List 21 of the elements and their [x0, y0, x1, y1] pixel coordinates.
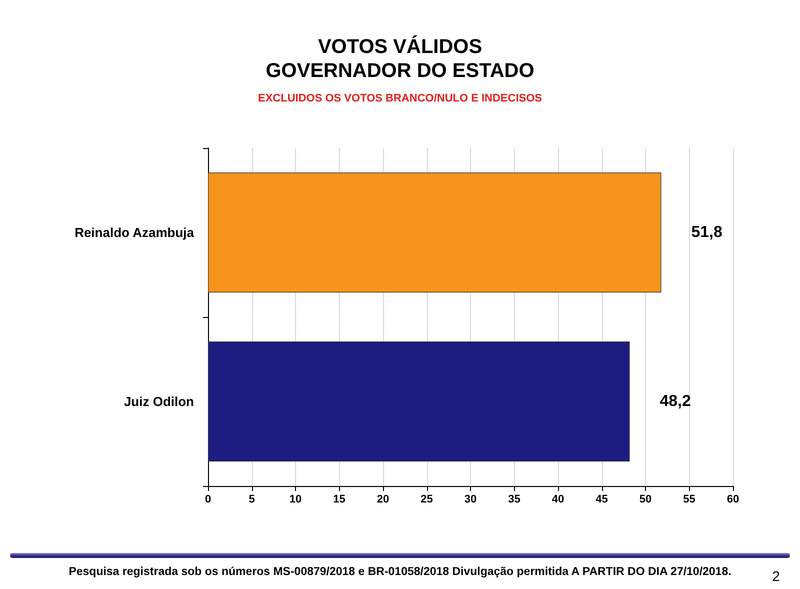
data-label: 48,2 [660, 393, 691, 410]
x-tick-label: 55 [683, 494, 696, 506]
x-tick-label: 25 [420, 494, 433, 506]
text: 2 [772, 568, 780, 584]
chart-subtitle: EXCLUIDOS OS VOTOS BRANCO/NULO E INDECISOS [258, 92, 542, 104]
x-tick-label: 15 [333, 494, 346, 506]
x-tick-label: 10 [289, 494, 302, 506]
x-tick-label: 50 [639, 494, 652, 506]
x-tick-label: 60 [726, 494, 740, 506]
y-tick-label: Reinaldo Azambuja [74, 225, 195, 240]
x-tick-label: 45 [596, 494, 608, 506]
data-label: 51,8 [691, 224, 722, 241]
x-tick-label: 30 [464, 494, 477, 506]
x-tick-label: 40 [552, 494, 564, 506]
chart-title: VOTOS VÁLIDOS GOVERNADOR DO ESTADO [266, 35, 534, 82]
x-tick-label: 5 [248, 494, 255, 506]
x-tick-label: 20 [376, 494, 390, 506]
x-tick-label: 0 [204, 494, 212, 506]
y-tick-label: Juiz Odilon [124, 394, 194, 409]
x-tick-label: 35 [508, 494, 520, 506]
text: Pesquisa registrada sob os números MS-00879/2018 e BR-01058/2018 Divulgação permitida A PARTIR DO DIA 27/10/2018. [68, 566, 732, 578]
